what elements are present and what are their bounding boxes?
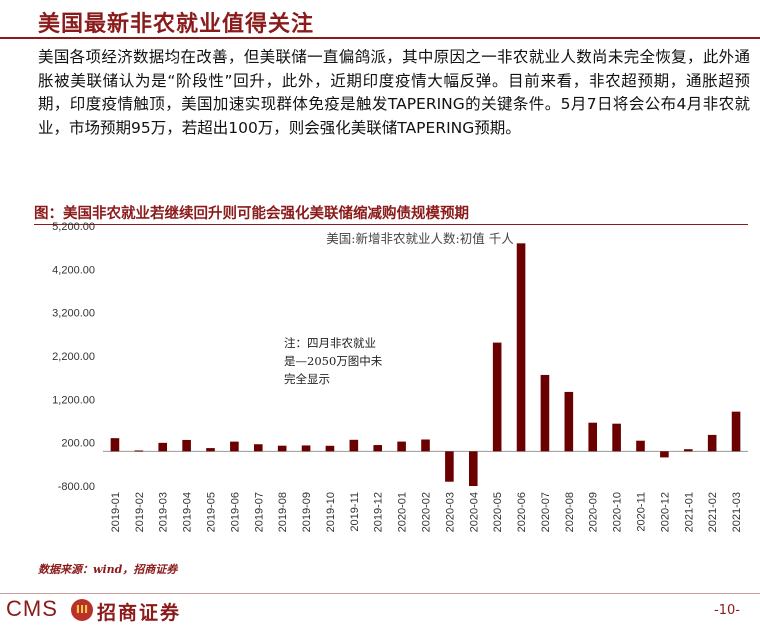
- bar-2019-09: [301, 445, 311, 452]
- cms-logo-text: CMS: [6, 596, 58, 621]
- x-tick-label: 2019-12: [373, 492, 385, 532]
- footer-divider: [0, 593, 760, 594]
- x-tick-label: 2019-11: [349, 492, 361, 532]
- cms-logo-icon: III: [71, 599, 93, 621]
- x-tick-label: 2020-07: [540, 492, 552, 532]
- x-tick-label: 2020-01: [397, 492, 409, 532]
- y-tick-label: 5,200.00: [52, 221, 95, 233]
- chart-title: 美国:新增非农就业人数:初值 千人: [326, 231, 514, 246]
- bar-2020-04: [468, 451, 478, 486]
- bar-2019-02: [134, 450, 144, 452]
- bar-2020-09: [588, 422, 598, 452]
- x-tick-label: 2020-02: [421, 492, 433, 532]
- x-tick-label: 2020-08: [564, 492, 576, 532]
- y-tick-label: 1,200.00: [52, 394, 95, 406]
- y-tick-label: -800.00: [58, 481, 95, 493]
- x-tick-label: 2019-05: [206, 492, 218, 532]
- x-tick-label: 2019-04: [182, 492, 194, 532]
- x-tick-label: 2021-02: [707, 492, 719, 532]
- bar-2019-05: [206, 448, 215, 452]
- chart-annotation-line: 是—2050万图中未: [284, 354, 383, 368]
- bar-2021-01: [683, 449, 693, 452]
- bar-2020-06: [516, 243, 526, 452]
- bar-2019-04: [182, 439, 191, 452]
- x-tick-label: 2020-03: [444, 492, 456, 532]
- chart-annotation-line: 完全显示: [284, 372, 330, 386]
- x-tick-label: 2020-05: [492, 492, 504, 532]
- bar-2020-12: [660, 451, 669, 458]
- y-tick-label: 200.00: [61, 438, 95, 450]
- body-paragraph: 美国各项经济数据均在改善，但美联储一直偏鸽派，其中原因之一非农就业人数尚未完全恢…: [38, 48, 750, 137]
- x-tick-label: 2019-01: [110, 492, 122, 532]
- x-tick-label: 2019-02: [134, 492, 146, 532]
- bar-2019-01: [110, 438, 120, 452]
- x-tick-label: 2019-03: [158, 492, 170, 532]
- bar-2019-11: [349, 439, 359, 452]
- bar-2019-08: [277, 445, 287, 452]
- x-tick-label: 2020-12: [659, 492, 671, 532]
- bar-2020-08: [564, 391, 574, 452]
- x-tick-label: 2019-07: [253, 492, 265, 532]
- figure-title: 图：美国非农就业若继续回升则可能会强化美联储缩减购债规模预期: [34, 206, 469, 222]
- y-tick-label: 2,200.00: [52, 351, 95, 363]
- bar-2019-10: [325, 445, 335, 452]
- y-tick-label: 4,200.00: [52, 264, 95, 276]
- company-name: 招商证券: [97, 602, 182, 624]
- x-tick-label: 2021-01: [683, 492, 695, 532]
- x-tick-label: 2019-09: [301, 492, 313, 532]
- x-tick-label: 2020-06: [516, 492, 528, 532]
- bar-2019-07: [253, 444, 263, 452]
- y-tick-label: 3,200.00: [52, 308, 95, 320]
- x-tick-label: 2019-08: [277, 492, 289, 532]
- bar-2020-10: [612, 423, 621, 452]
- header-divider: [0, 37, 760, 39]
- page-title: 美国最新非农就业值得关注: [38, 11, 315, 37]
- bar-2021-02: [707, 434, 717, 452]
- bar-2020-05: [492, 342, 502, 452]
- bar-2020-07: [540, 374, 550, 452]
- x-tick-label: 2019-06: [229, 492, 241, 532]
- data-source-note: 数据来源：wind，招商证券: [38, 563, 178, 576]
- bar-2021-03: [731, 411, 741, 452]
- figure-divider: [34, 224, 748, 225]
- x-tick-label: 2020-11: [636, 492, 648, 532]
- chart-annotation-line: 注：四月非农就业: [284, 336, 376, 350]
- x-tick-label: 2020-10: [612, 492, 624, 532]
- bar-2019-06: [230, 441, 239, 452]
- bar-2020-01: [397, 441, 406, 452]
- page-number: -10-: [714, 603, 740, 618]
- x-tick-label: 2020-04: [468, 492, 480, 532]
- x-tick-label: 2021-03: [731, 492, 743, 532]
- bar-2020-11: [636, 440, 645, 452]
- x-tick-label: 2019-10: [325, 492, 337, 532]
- bar-2020-03: [445, 451, 454, 482]
- bar-2019-03: [158, 442, 168, 452]
- bar-2020-02: [421, 439, 430, 452]
- x-tick-label: 2020-09: [588, 492, 600, 532]
- bar-2019-12: [373, 445, 383, 452]
